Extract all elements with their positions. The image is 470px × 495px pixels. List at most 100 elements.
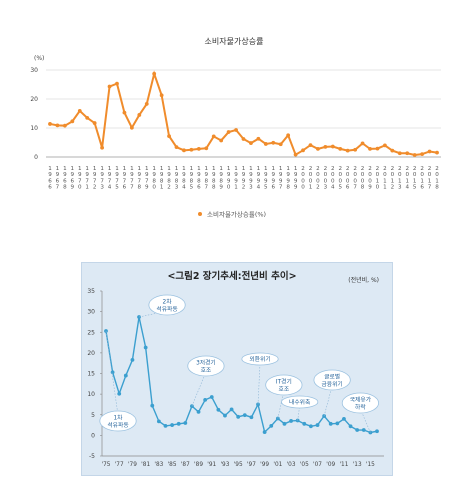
y-tick-label: 20 — [87, 350, 95, 357]
data-point — [77, 108, 82, 113]
x-tick-label: '77 — [115, 462, 124, 468]
y-tick-labels: -5 0 5 10 15 20 25 30 35 — [87, 288, 102, 460]
data-point — [176, 421, 181, 426]
x-tick-label: '09 — [326, 462, 335, 468]
x-tick-label: '01 — [273, 462, 282, 468]
data-point — [282, 421, 287, 426]
data-point — [360, 141, 365, 146]
data-point — [229, 407, 234, 412]
x-tick-labels: 1 9 6 6 1 9 6 71 9 6 8 1 9 6 91 9 7 01 9 7 1 1 9 7 21 9 7 3 1 9 7 41 9 7 5… — [48, 166, 439, 191]
data-point — [150, 403, 155, 408]
data-point — [236, 414, 241, 419]
data-point — [234, 128, 238, 132]
data-point — [85, 115, 90, 120]
data-point — [152, 71, 157, 76]
x-tick-label: '87 — [181, 462, 190, 468]
data-point — [383, 143, 387, 148]
annotation-line1: 외환위기 — [249, 355, 270, 363]
x-tick-label: '91 — [207, 462, 216, 468]
y-tick-label: 15 — [87, 371, 95, 378]
data-point — [115, 81, 119, 86]
data-point — [316, 146, 320, 151]
data-point — [262, 430, 267, 434]
data-point — [183, 421, 188, 425]
long-term-trend-chart: <그림2 장기추세:전년비 추이> (전년비, %) -5 0 5 10 15 20 25 3… — [87, 270, 384, 468]
data-point — [405, 151, 410, 156]
data-point — [107, 84, 112, 89]
y-tick-label: 10 — [30, 125, 38, 132]
data-point — [170, 423, 174, 427]
data-point — [144, 102, 149, 106]
data-point — [196, 409, 201, 414]
chart2-unit-label: (전년비, %) — [348, 276, 379, 284]
data-point — [368, 430, 373, 435]
data-point — [55, 123, 60, 128]
x-tick-labels: '75 '77 '79 '81 '83 '85 '87 '89 '91 '93 '95 '97 '99 '… — [102, 462, 376, 468]
data-point — [302, 421, 307, 426]
data-point — [242, 413, 247, 418]
data-point — [219, 138, 224, 143]
annotation-line1: 내수위축 — [289, 398, 311, 406]
data-point — [361, 428, 366, 432]
annotation-line2: 호조 — [201, 367, 212, 374]
annotation-bubble: 내수위축 — [281, 395, 319, 421]
data-point — [182, 148, 186, 153]
annotation-line2: 석유파동 — [156, 305, 178, 313]
y-tick-label: 30 — [87, 309, 95, 316]
data-point — [122, 110, 127, 115]
data-point — [249, 141, 253, 145]
data-point — [174, 145, 179, 150]
data-point — [308, 143, 313, 148]
data-point — [216, 407, 221, 412]
data-point — [159, 93, 164, 98]
annotation-line1: 글로벌 — [324, 373, 340, 381]
data-point — [167, 134, 171, 139]
data-point — [100, 145, 104, 150]
data-point — [338, 146, 343, 151]
data-point — [196, 146, 201, 151]
data-point — [348, 424, 353, 429]
data-point — [293, 152, 298, 157]
annotation-line2: 호조 — [279, 386, 290, 393]
data-point — [375, 146, 380, 151]
data-point — [189, 147, 194, 152]
series-points — [104, 315, 379, 435]
data-point — [345, 148, 350, 153]
data-point — [137, 315, 141, 319]
x-tick-label: '07 — [313, 462, 322, 468]
data-point — [256, 136, 261, 141]
y-tick-label: 25 — [87, 329, 95, 336]
grid — [46, 69, 441, 158]
